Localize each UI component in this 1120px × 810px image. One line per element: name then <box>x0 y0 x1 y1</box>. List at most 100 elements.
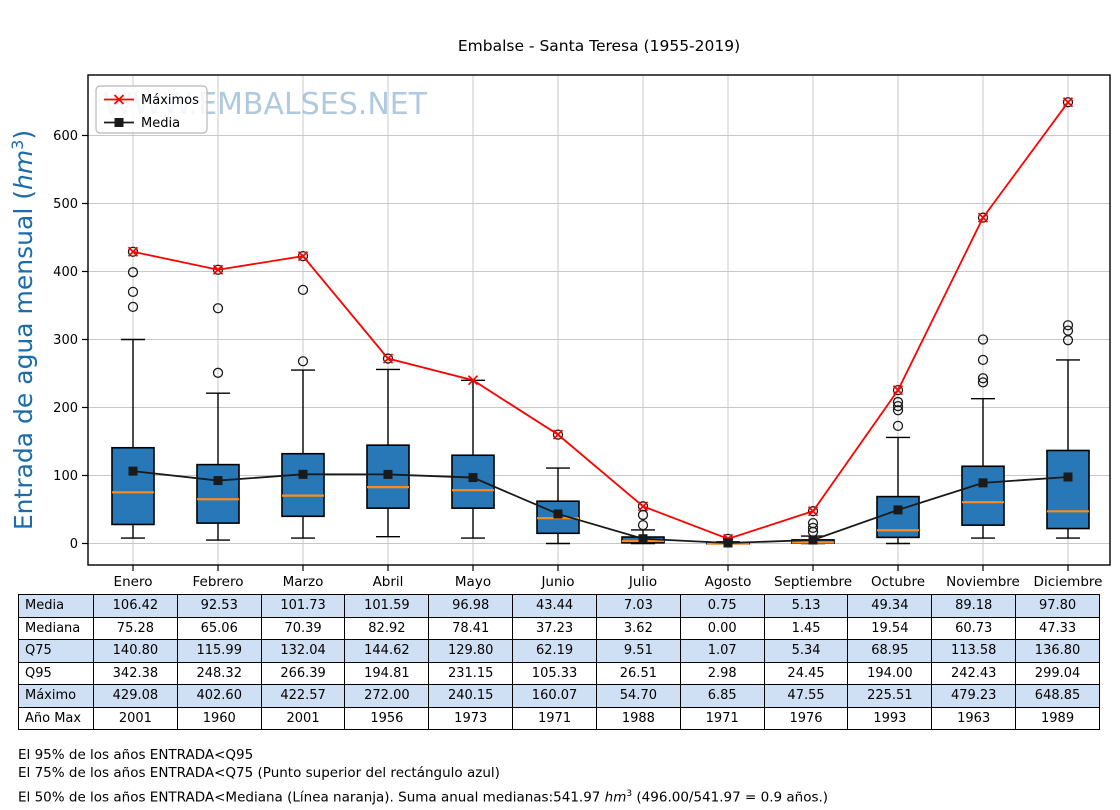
monthly-stats-table-wrap: Media 106.42 92.53 101.73 101.59 96.98 43.44 7.… <box>18 594 1100 730</box>
monthly-stats-table: Media 106.42 92.53 101.73 101.59 96.98 43.44 7.… <box>18 594 1100 730</box>
outlier-point <box>382 353 394 364</box>
outlier-point <box>127 246 139 257</box>
table-cell: 43.44 <box>512 594 597 618</box>
outlier-point <box>127 301 139 313</box>
table-cell: 299.04 <box>1015 661 1100 685</box>
outlier-point <box>807 522 819 534</box>
table-cell: 60.73 <box>931 616 1017 640</box>
table-cell: 75.28 <box>93 616 178 640</box>
y-tick-label: 600 <box>53 129 78 144</box>
table-cell: 6.85 <box>679 684 765 708</box>
table-cell: 132.04 <box>260 639 346 663</box>
media-square-marker <box>978 478 988 488</box>
legend-box <box>95 85 208 134</box>
media-square-marker <box>1063 472 1073 482</box>
media-square-marker <box>468 473 478 483</box>
table-cell: 7.03 <box>595 594 681 618</box>
table-cell: 89.18 <box>931 594 1017 618</box>
table-cell: 136.80 <box>1015 639 1100 663</box>
outlier-point <box>977 212 989 223</box>
table-cell: 342.38 <box>93 661 178 685</box>
table-cell: 92.53 <box>176 594 262 618</box>
maximos-x-marker <box>467 375 479 386</box>
y-tick-label: 200 <box>53 401 78 416</box>
iqr-box <box>1046 449 1090 530</box>
table-cell: 129.80 <box>428 639 514 663</box>
iqr-box <box>281 452 325 518</box>
table-cell: 1989 <box>1015 706 1100 730</box>
maximos-x-marker <box>977 212 989 223</box>
table-cell: 2001 <box>260 706 346 730</box>
table-cell: 37.23 <box>512 616 597 640</box>
table-cell: 19.54 <box>847 616 933 640</box>
table-cell: 194.81 <box>344 661 430 685</box>
outlier-point <box>552 429 564 440</box>
table-cell: 115.99 <box>176 639 262 663</box>
x-tick-label: Febrero <box>193 574 244 590</box>
table-cell: 402.60 <box>176 684 262 708</box>
table-cell: 240.15 <box>428 684 514 708</box>
row-label: Media <box>18 594 94 618</box>
legend-media-label: Media <box>141 116 180 131</box>
maximos-line <box>132 101 1069 540</box>
table-cell: 248.32 <box>176 661 262 685</box>
x-tick-label: Enero <box>114 574 153 590</box>
outlier-point <box>892 420 904 432</box>
x-tick-label: Abril <box>373 574 404 590</box>
table-cell: 49.34 <box>847 594 933 618</box>
y-tick-label: 400 <box>53 265 78 280</box>
boxplot-month <box>196 264 240 541</box>
x-tick-label: Noviembre <box>946 574 1020 590</box>
outlier-point <box>297 284 309 296</box>
table-cell: 1960 <box>176 706 262 730</box>
table-cell: 272.00 <box>344 684 430 708</box>
maximos-x-marker <box>212 264 224 275</box>
row-label: Año Max <box>18 706 94 730</box>
table-cell: 266.39 <box>260 661 346 685</box>
table-cell: 65.06 <box>176 616 262 640</box>
table-cell: 225.51 <box>847 684 933 708</box>
maximos-x-marker <box>297 251 309 262</box>
outlier-point <box>1062 97 1074 108</box>
table-cell: 479.23 <box>931 684 1017 708</box>
x-tick-label: Marzo <box>283 574 324 590</box>
media-square-marker <box>383 469 393 479</box>
maximos-x-marker <box>637 501 649 512</box>
hm-exponent: 3 <box>626 789 633 799</box>
table-cell: 113.58 <box>931 639 1017 663</box>
boxplot-month <box>451 379 495 539</box>
table-cell: 429.08 <box>93 684 178 708</box>
outlier-point <box>892 396 904 408</box>
outlier-point <box>127 286 139 298</box>
outlier-point <box>212 303 224 314</box>
y-axis-label: Entrada de agua mensual (hm3) <box>8 130 38 530</box>
outlier-point <box>637 501 649 512</box>
table-cell: 9.51 <box>595 639 681 663</box>
table-cell: 101.73 <box>260 594 346 618</box>
table-cell: 1.45 <box>763 616 849 640</box>
boxplot-month <box>1046 97 1090 539</box>
media-square-marker <box>808 535 818 545</box>
outlier-point <box>892 400 904 412</box>
row-label: Mediana <box>18 616 94 640</box>
footnotes: El 95% de los años ENTRADA<Q95 El 75% de… <box>18 746 828 807</box>
boxplot-month <box>281 251 325 539</box>
table-cell: 54.70 <box>595 684 681 708</box>
x-tick-label: Octubre <box>871 574 925 590</box>
table-row: Máximo 429.08 402.60 422.57 272.00 240.15 160.… <box>18 684 1100 708</box>
table-row: Q95 342.38 248.32 266.39 194.81 231.15 105.33 2… <box>18 661 1100 685</box>
table-cell: 242.43 <box>931 661 1017 685</box>
outlier-point <box>1062 325 1074 336</box>
maximos-x-marker <box>127 246 139 257</box>
media-square-marker <box>128 466 138 476</box>
outlier-point <box>127 267 139 278</box>
x-tick-label: Septiembre <box>774 574 852 590</box>
outlier-point <box>977 377 989 388</box>
outlier-point <box>212 367 224 378</box>
table-row: Mediana 75.28 65.06 70.39 82.92 78.41 37.23 3.6… <box>18 616 1100 640</box>
x-tick-label: Junio <box>540 574 574 590</box>
media-square-marker <box>298 469 308 479</box>
table-cell: 1963 <box>931 706 1017 730</box>
table-cell: 648.85 <box>1015 684 1100 708</box>
